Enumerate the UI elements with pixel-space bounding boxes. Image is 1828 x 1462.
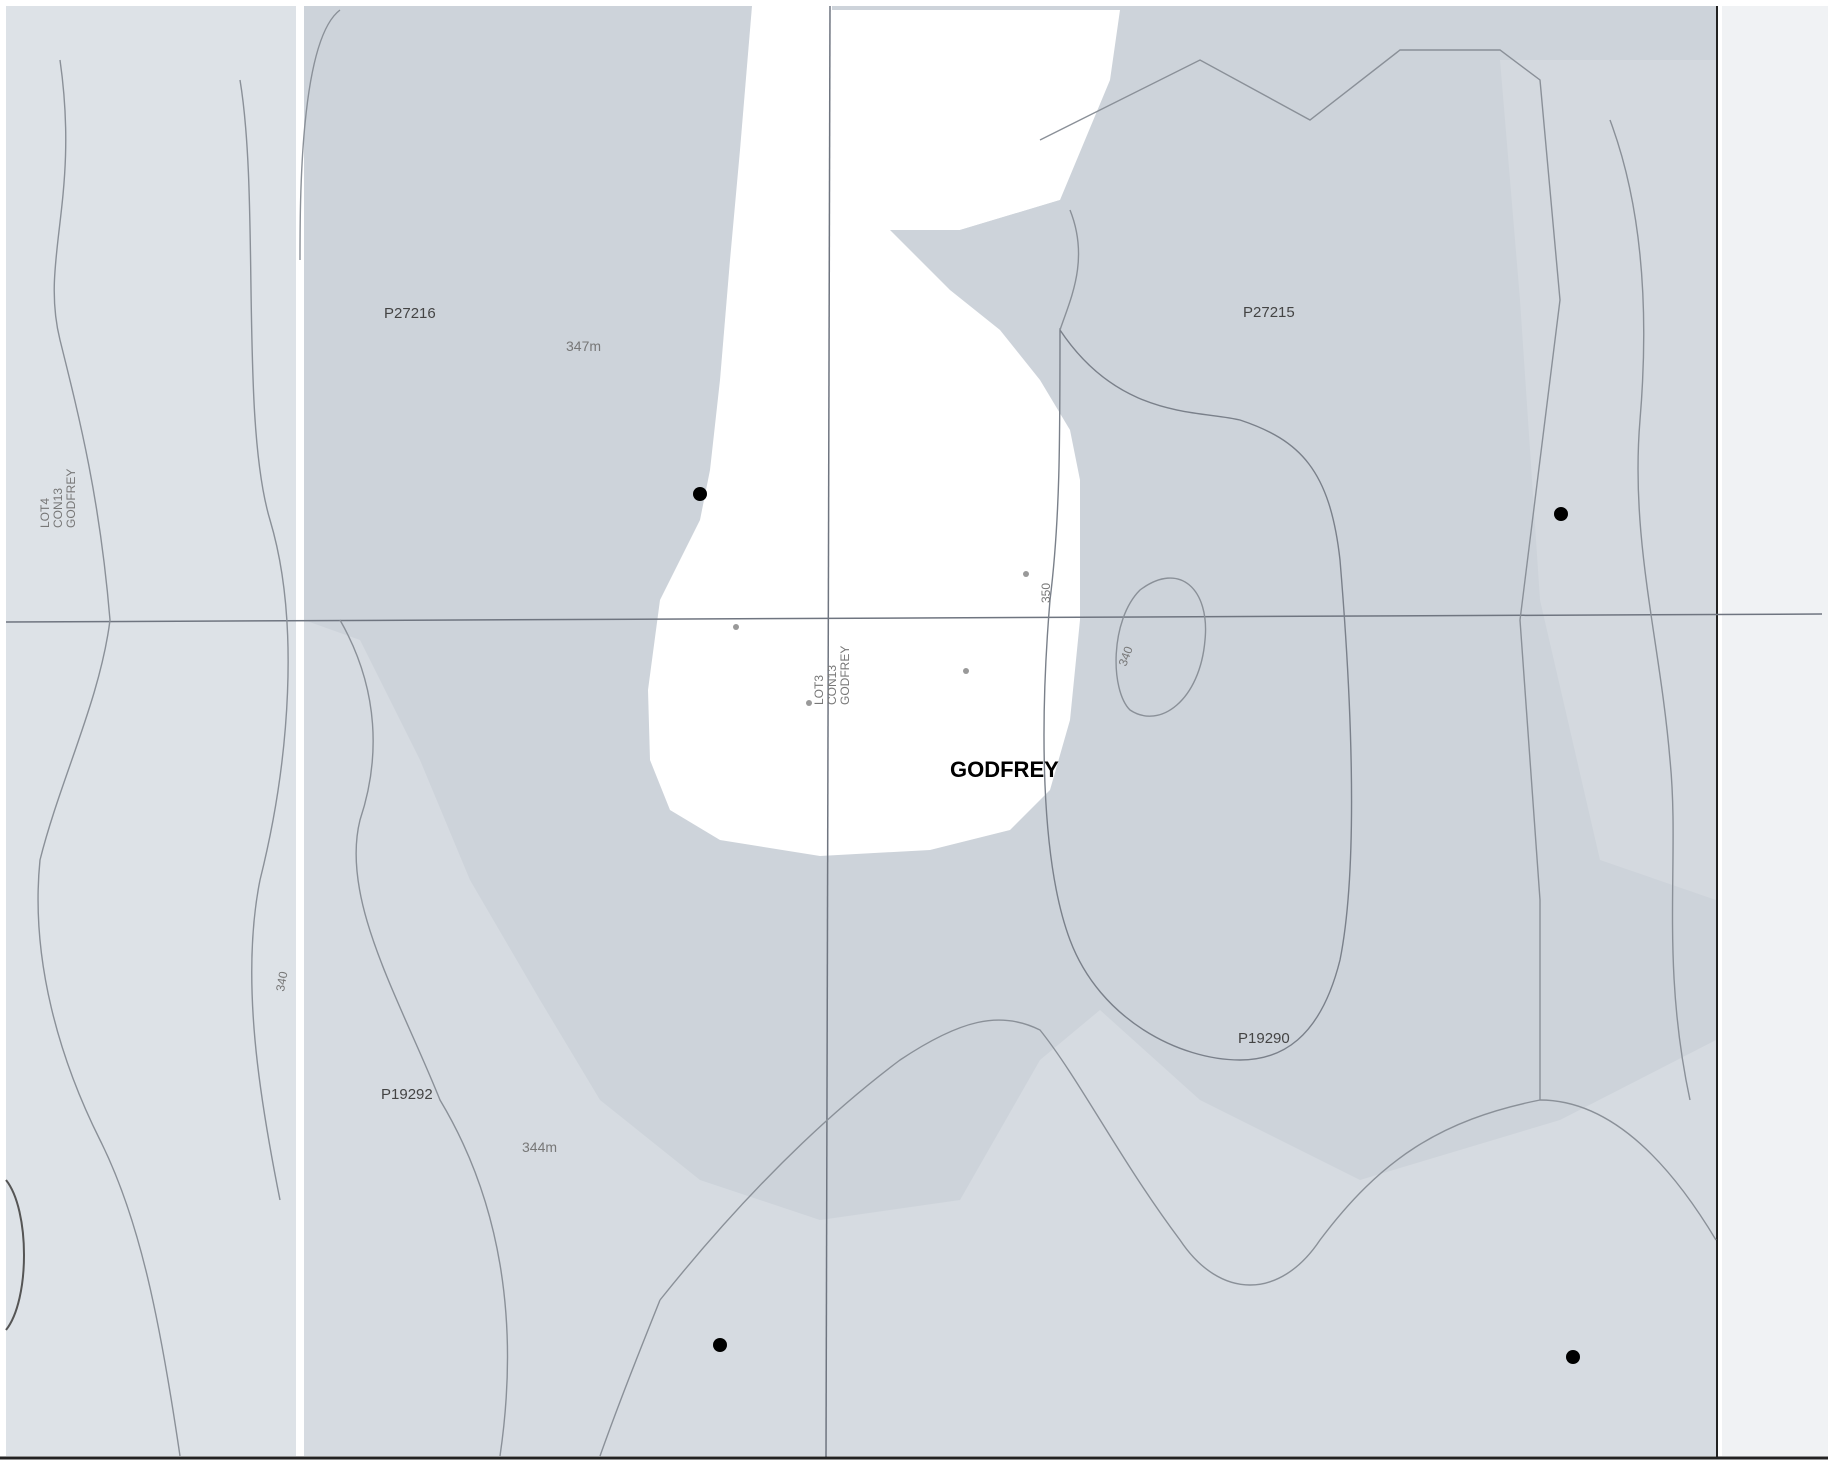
svg-text:LOT4: LOT4 bbox=[38, 498, 52, 528]
lot-label-lot3: LOT3 CON13 GODFREY bbox=[812, 646, 852, 705]
grey-wedge bbox=[890, 200, 1060, 300]
left-map-strip bbox=[6, 6, 296, 1456]
contour-label-340: 340 bbox=[273, 970, 290, 992]
survey-point bbox=[1023, 571, 1029, 577]
claim-post-marker[interactable] bbox=[1566, 1350, 1580, 1364]
lot-line-center bbox=[825, 5, 831, 1459]
svg-text:LOT3: LOT3 bbox=[812, 675, 826, 705]
svg-text:CON13: CON13 bbox=[51, 488, 65, 528]
con-line bbox=[5, 613, 1823, 623]
claim-post-marker[interactable] bbox=[693, 487, 707, 501]
light-grey-area-south bbox=[304, 620, 1716, 1456]
svg-text:GODFREY: GODFREY bbox=[64, 469, 78, 528]
survey-point bbox=[733, 624, 739, 630]
claim-label-p19292: P19292 bbox=[381, 1086, 433, 1103]
white-area bbox=[648, 6, 1120, 856]
claim-post-marker[interactable] bbox=[713, 1338, 727, 1352]
spot-elevation-347m: 347m bbox=[566, 338, 601, 354]
lot-label-lot4: LOT4 CON13 GODFREY bbox=[38, 469, 78, 528]
township-label: GODFREY bbox=[950, 757, 1059, 782]
contour-label-350: 350 bbox=[1039, 583, 1053, 603]
spot-elevation-344m: 344m bbox=[522, 1139, 557, 1155]
claim-post-marker[interactable] bbox=[1554, 507, 1568, 521]
survey-point bbox=[806, 700, 812, 706]
contour-label-340: 340 bbox=[1116, 644, 1136, 668]
right-map-strip bbox=[1722, 6, 1828, 1456]
contours bbox=[37, 9, 1717, 1457]
claim-label-p27215: P27215 bbox=[1243, 304, 1295, 321]
claim-label-p19290: P19290 bbox=[1238, 1030, 1290, 1047]
claim-label-p27216: P27216 bbox=[384, 305, 436, 322]
survey-point bbox=[963, 668, 969, 674]
lake-outline-edge bbox=[5, 1179, 25, 1331]
svg-text:GODFREY: GODFREY bbox=[838, 646, 852, 705]
svg-text:CON13: CON13 bbox=[825, 665, 839, 705]
